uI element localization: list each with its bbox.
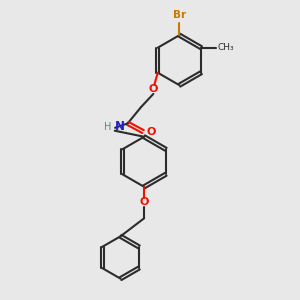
Text: O: O	[140, 197, 149, 207]
Text: H: H	[104, 122, 112, 132]
Text: O: O	[149, 85, 158, 94]
Text: N: N	[115, 120, 125, 133]
Text: Br: Br	[173, 10, 186, 20]
Text: CH₃: CH₃	[217, 43, 234, 52]
Text: O: O	[147, 127, 156, 137]
